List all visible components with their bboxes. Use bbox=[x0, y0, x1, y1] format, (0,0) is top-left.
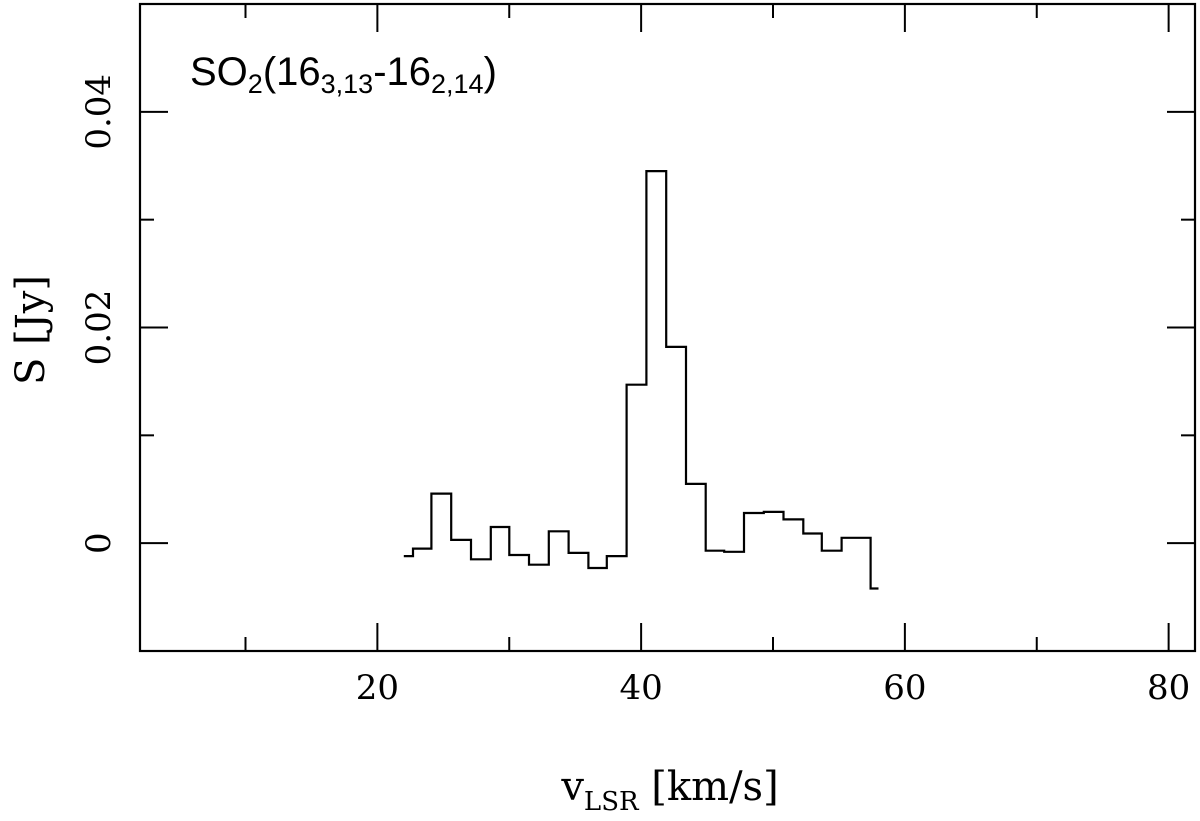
y-tick-labels: 0 0.02 0.04 bbox=[79, 74, 119, 554]
x-tick-label: 60 bbox=[883, 668, 926, 708]
y-tick-label: 0 bbox=[79, 532, 119, 554]
minor-ticks bbox=[140, 4, 1195, 651]
y-tick-label: 0.02 bbox=[79, 290, 119, 366]
y-axis-title: S [Jy] bbox=[8, 275, 54, 385]
x-tick-label: 20 bbox=[356, 668, 399, 708]
x-tick-label: 80 bbox=[1147, 668, 1190, 708]
x-axis-title: vLSR [km/s] bbox=[560, 764, 778, 817]
major-ticks bbox=[140, 4, 1195, 651]
x-tick-label: 40 bbox=[619, 668, 662, 708]
molecule-annotation: SO2(163,13-162,14) bbox=[190, 50, 497, 99]
x-tick-labels: 20 40 60 80 bbox=[356, 668, 1191, 708]
plot-frame bbox=[138, 2, 1197, 653]
spectrum-step-line bbox=[403, 170, 879, 590]
y-tick-label: 0.04 bbox=[79, 74, 119, 150]
